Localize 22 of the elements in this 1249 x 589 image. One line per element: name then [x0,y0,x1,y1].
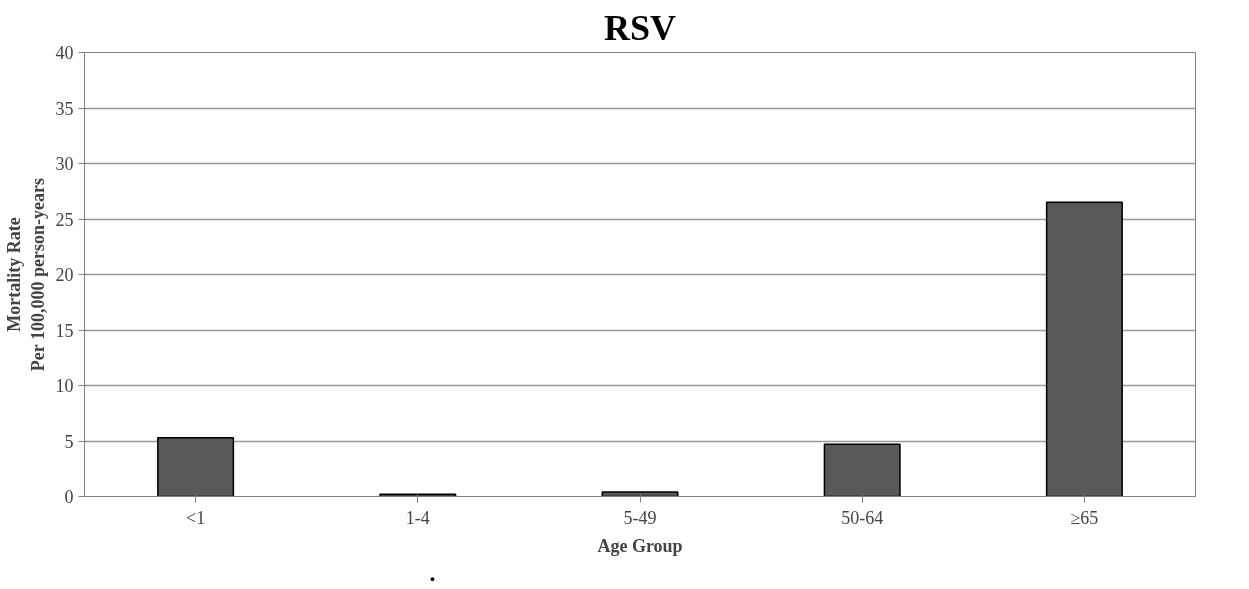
chart-title: RSV [603,7,677,48]
x-tick-label: <1 [186,507,206,528]
y-tick-label: 20 [55,265,74,285]
bar [157,436,235,497]
y-tick-label: 15 [55,320,74,341]
bar [601,491,679,497]
y-tick-label: 10 [55,376,74,396]
bar [1045,201,1123,497]
x-axis-title: Age Group [597,535,683,556]
y-tick-label: 35 [55,98,74,119]
text: . [429,559,436,586]
y-tick-label: 30 [55,154,74,174]
y-tick-label: 0 [64,487,74,507]
x-tick-label: 1-4 [405,507,430,528]
bar [823,443,901,497]
x-tick-label: 50-64 [841,507,884,528]
x-tick-label: 5-49 [623,507,657,528]
x-tick-label: ≥65 [1070,507,1099,528]
y-tick-label: 25 [55,209,74,230]
y-tick-label: 5 [64,431,74,452]
y-tick-label: 40 [55,43,74,63]
y-axis-title: Mortality Rate Per 100,000 person-years [3,178,48,372]
